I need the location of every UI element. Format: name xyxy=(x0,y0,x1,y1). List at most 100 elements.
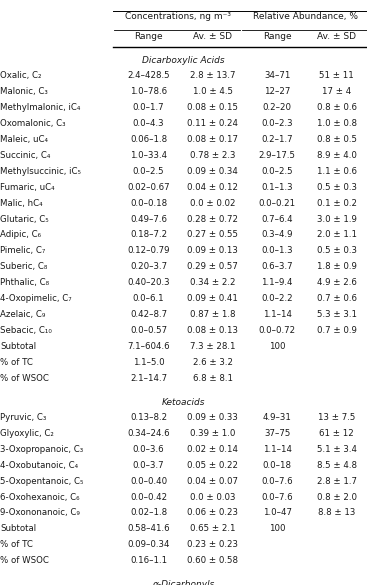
Text: Malonic, C₃: Malonic, C₃ xyxy=(0,87,48,97)
Text: 1.0–78.6: 1.0–78.6 xyxy=(130,87,167,97)
Text: Maleic, uC₄: Maleic, uC₄ xyxy=(0,135,48,144)
Text: 7.3 ± 28.1: 7.3 ± 28.1 xyxy=(190,342,236,351)
Text: 0.02 ± 0.14: 0.02 ± 0.14 xyxy=(188,445,238,454)
Text: 9-Oxononanoic, C₉: 9-Oxononanoic, C₉ xyxy=(0,508,80,518)
Text: 0.0–2.5: 0.0–2.5 xyxy=(133,167,164,176)
Text: 0.06 ± 0.23: 0.06 ± 0.23 xyxy=(188,508,238,518)
Text: 0.39 ± 1.0: 0.39 ± 1.0 xyxy=(190,429,236,438)
Text: 0.27 ± 0.55: 0.27 ± 0.55 xyxy=(188,230,238,239)
Text: 100: 100 xyxy=(269,524,285,534)
Text: 0.06–1.8: 0.06–1.8 xyxy=(130,135,167,144)
Text: Range: Range xyxy=(134,32,163,40)
Text: 0.0–0.72: 0.0–0.72 xyxy=(258,326,296,335)
Text: 0.87 ± 1.8: 0.87 ± 1.8 xyxy=(190,310,236,319)
Text: % of WSOC: % of WSOC xyxy=(0,374,49,383)
Text: 0.13–8.2: 0.13–8.2 xyxy=(130,413,167,422)
Text: 0.7–6.4: 0.7–6.4 xyxy=(261,215,293,223)
Text: 0.3–4.9: 0.3–4.9 xyxy=(261,230,293,239)
Text: 100: 100 xyxy=(269,342,285,351)
Text: 1.1–9.4: 1.1–9.4 xyxy=(261,278,293,287)
Text: % of WSOC: % of WSOC xyxy=(0,556,49,565)
Text: 2.0 ± 1.1: 2.0 ± 1.1 xyxy=(317,230,357,239)
Text: 0.08 ± 0.13: 0.08 ± 0.13 xyxy=(188,326,238,335)
Text: 0.49–7.6: 0.49–7.6 xyxy=(130,215,167,223)
Text: Ketoacids: Ketoacids xyxy=(162,398,205,407)
Text: 0.12–0.79: 0.12–0.79 xyxy=(127,246,170,256)
Text: 0.7 ± 0.6: 0.7 ± 0.6 xyxy=(317,294,357,303)
Text: 0.11 ± 0.24: 0.11 ± 0.24 xyxy=(188,119,238,128)
Text: 0.0–2.3: 0.0–2.3 xyxy=(261,119,293,128)
Text: 5-Oxopentanoic, C₅: 5-Oxopentanoic, C₅ xyxy=(0,477,83,486)
Text: 0.2–20: 0.2–20 xyxy=(262,103,292,112)
Text: 0.0–0.42: 0.0–0.42 xyxy=(130,493,167,501)
Text: 0.0–0.18: 0.0–0.18 xyxy=(130,199,167,208)
Text: 0.0–2.2: 0.0–2.2 xyxy=(261,294,293,303)
Text: 3.0 ± 1.9: 3.0 ± 1.9 xyxy=(317,215,357,223)
Text: 1.1–14: 1.1–14 xyxy=(262,445,292,454)
Text: α-Dicarbonyls: α-Dicarbonyls xyxy=(152,580,215,585)
Text: 6.8 ± 8.1: 6.8 ± 8.1 xyxy=(193,374,233,383)
Text: % of TC: % of TC xyxy=(0,541,33,549)
Text: Glyoxylic, C₂: Glyoxylic, C₂ xyxy=(0,429,54,438)
Text: 5.1 ± 3.4: 5.1 ± 3.4 xyxy=(317,445,357,454)
Text: 0.23 ± 0.23: 0.23 ± 0.23 xyxy=(188,541,238,549)
Text: 0.08 ± 0.15: 0.08 ± 0.15 xyxy=(188,103,238,112)
Text: Fumaric, uC₄: Fumaric, uC₄ xyxy=(0,183,55,192)
Text: Relative Abundance, %: Relative Abundance, % xyxy=(253,12,358,21)
Text: Azelaic, C₉: Azelaic, C₉ xyxy=(0,310,46,319)
Text: 0.0–1.3: 0.0–1.3 xyxy=(261,246,293,256)
Text: 0.0–3.6: 0.0–3.6 xyxy=(133,445,164,454)
Text: 0.5 ± 0.3: 0.5 ± 0.3 xyxy=(317,246,357,256)
Text: 1.8 ± 0.9: 1.8 ± 0.9 xyxy=(317,262,357,271)
Text: 0.42–8.7: 0.42–8.7 xyxy=(130,310,167,319)
Text: % of TC: % of TC xyxy=(0,358,33,367)
Text: Succinic, C₄: Succinic, C₄ xyxy=(0,151,50,160)
Text: Methylsuccinic, iC₅: Methylsuccinic, iC₅ xyxy=(0,167,81,176)
Text: 0.09 ± 0.34: 0.09 ± 0.34 xyxy=(188,167,238,176)
Text: 0.34 ± 2.2: 0.34 ± 2.2 xyxy=(190,278,236,287)
Text: Dicarboxylic Acids: Dicarboxylic Acids xyxy=(142,56,225,65)
Text: 0.28 ± 0.72: 0.28 ± 0.72 xyxy=(188,215,238,223)
Text: Pyruvic, C₃: Pyruvic, C₃ xyxy=(0,413,46,422)
Text: 0.0–1.7: 0.0–1.7 xyxy=(133,103,164,112)
Text: 5.3 ± 3.1: 5.3 ± 3.1 xyxy=(317,310,357,319)
Text: Methylmalonic, iC₄: Methylmalonic, iC₄ xyxy=(0,103,80,112)
Text: 1.1–14: 1.1–14 xyxy=(262,310,292,319)
Text: 17 ± 4: 17 ± 4 xyxy=(322,87,351,97)
Text: Oxomalonic, C₃: Oxomalonic, C₃ xyxy=(0,119,66,128)
Text: 0.1–1.3: 0.1–1.3 xyxy=(261,183,293,192)
Text: 2.8 ± 13.7: 2.8 ± 13.7 xyxy=(190,71,236,80)
Text: 0.09 ± 0.33: 0.09 ± 0.33 xyxy=(188,413,238,422)
Text: 3-Oxopropanoic, C₃: 3-Oxopropanoic, C₃ xyxy=(0,445,83,454)
Text: 0.60 ± 0.58: 0.60 ± 0.58 xyxy=(188,556,238,565)
Text: Malic, hC₄: Malic, hC₄ xyxy=(0,199,43,208)
Text: 0.78 ± 2.3: 0.78 ± 2.3 xyxy=(190,151,236,160)
Text: 8.8 ± 13: 8.8 ± 13 xyxy=(318,508,355,518)
Text: Concentrations, ng m⁻³: Concentrations, ng m⁻³ xyxy=(125,12,231,21)
Text: 0.5 ± 0.3: 0.5 ± 0.3 xyxy=(317,183,357,192)
Text: Adipic, C₆: Adipic, C₆ xyxy=(0,230,41,239)
Text: 1.0–47: 1.0–47 xyxy=(262,508,292,518)
Text: 8.5 ± 4.8: 8.5 ± 4.8 xyxy=(317,461,357,470)
Text: 0.0 ± 0.03: 0.0 ± 0.03 xyxy=(190,493,236,501)
Text: 1.0 ± 0.8: 1.0 ± 0.8 xyxy=(317,119,357,128)
Text: 0.8 ± 0.5: 0.8 ± 0.5 xyxy=(317,135,357,144)
Text: Glutaric, C₅: Glutaric, C₅ xyxy=(0,215,48,223)
Text: 2.6 ± 3.2: 2.6 ± 3.2 xyxy=(193,358,233,367)
Text: 0.1 ± 0.2: 0.1 ± 0.2 xyxy=(317,199,357,208)
Text: Subtotal: Subtotal xyxy=(0,524,36,534)
Text: Sebacic, C₁₀: Sebacic, C₁₀ xyxy=(0,326,52,335)
Text: 37–75: 37–75 xyxy=(264,429,290,438)
Text: Phthalic, C₈: Phthalic, C₈ xyxy=(0,278,49,287)
Text: 51 ± 11: 51 ± 11 xyxy=(319,71,354,80)
Text: 2.8 ± 1.7: 2.8 ± 1.7 xyxy=(317,477,357,486)
Text: 0.0–0.21: 0.0–0.21 xyxy=(258,199,296,208)
Text: 2.4–428.5: 2.4–428.5 xyxy=(127,71,170,80)
Text: 12–27: 12–27 xyxy=(264,87,290,97)
Text: 0.8 ± 0.6: 0.8 ± 0.6 xyxy=(317,103,357,112)
Text: 7.1–604.6: 7.1–604.6 xyxy=(127,342,170,351)
Text: 1.1–5.0: 1.1–5.0 xyxy=(133,358,164,367)
Text: 1.0–33.4: 1.0–33.4 xyxy=(130,151,167,160)
Text: Av. ± SD: Av. ± SD xyxy=(193,32,232,40)
Text: Suberic, C₈: Suberic, C₈ xyxy=(0,262,47,271)
